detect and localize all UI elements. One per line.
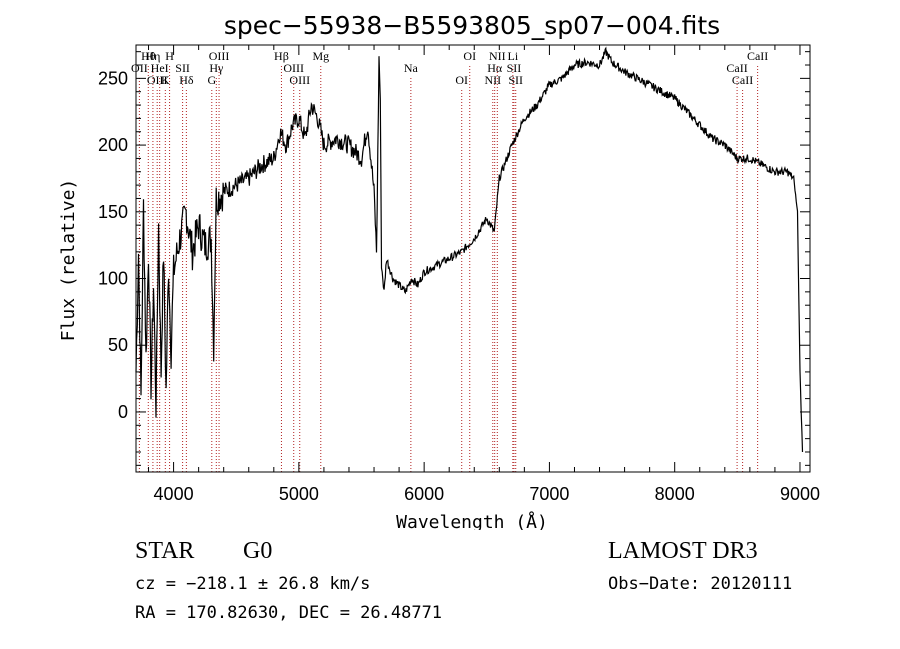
spectral-line-label: HeI [151,61,169,75]
spectral-line-label: NII [489,49,506,63]
spectral-line-label: CaII [732,73,753,87]
x-tick-label: 7000 [529,484,569,504]
plot-area: HθOIIOIIIHηHeIKHSIIHδOIIIHγGHβOIIIOIIIMg… [98,44,820,504]
spectral-line-label: Hα [487,61,503,75]
x-tick-label: 4000 [154,484,194,504]
line-markers: HθOIIOIIIHηHeIKHSIIHδOIIIHγGHβOIIIOIIIMg… [131,49,768,472]
x-tick-label: 9000 [780,484,820,504]
redshift-velocity: cz = −218.1 ± 26.8 km/s [135,574,371,594]
observation-date: Obs−Date: 20120111 [608,574,793,594]
survey-name: LAMOST DR3 [608,538,758,564]
spectral-line-label: Hδ [179,73,194,87]
x-tick-label: 5000 [279,484,319,504]
spectral-line-label: CaII [747,49,768,63]
x-axis-label: Wavelength (Å) [396,511,548,530]
y-tick-label: 50 [108,335,128,355]
spectral-line-label: OII [131,61,148,75]
spectral-line-label: G [207,73,216,87]
y-tick-label: 150 [98,202,128,222]
y-tick-label: 100 [98,269,128,289]
spectral-line-label: OIII [283,61,304,75]
object-subclass: G0 [243,538,273,564]
spectral-line-label: Hβ [274,49,289,63]
spectral-line-label: OI [463,49,476,63]
y-axis: 0 50 100 150 200 250 [98,51,810,466]
plot-frame [135,44,811,473]
spectral-line-label: Mg [312,49,329,63]
y-tick-label: 250 [98,68,128,88]
spectral-line-label: SII [507,61,522,75]
y-tick-label: 200 [98,135,128,155]
spectral-line-label: Hη [145,49,160,63]
y-axis-label: Flux (relative) [58,179,79,342]
spectral-line-label: Hγ [209,61,224,75]
spectral-line-label: H [165,49,174,63]
chart-title: spec−55938−B5593805_sp07−004.fits [224,11,720,40]
x-axis: 4000 5000 6000 7000 8000 9000 [148,45,820,504]
spectral-line-label: OIII [289,73,310,87]
y-tick-label: 0 [118,402,128,422]
spectral-line-label: OIII [147,73,168,87]
spectral-line-label: NII [484,73,501,87]
spectral-line-label: Na [404,61,419,75]
spectral-line-label: SII [175,61,190,75]
spectral-line-label: SII [508,73,523,87]
spectrum-chart: spec−55938−B5593805_sp07−004.fits HθOIIO… [58,11,820,530]
object-class: STAR [135,538,195,564]
spectral-line-label: CaII [726,61,747,75]
spectral-line-label: OIII [209,49,230,63]
coordinates: RA = 170.82630, DEC = 26.48771 [135,603,443,623]
spectral-line-label: OI [455,73,468,87]
x-tick-label: 6000 [404,484,444,504]
spectral-line-label: Li [508,49,519,63]
spectral-line-label: Hθ [141,49,156,63]
spectrum-line [135,46,804,453]
x-tick-label: 8000 [655,484,695,504]
spectral-line-label: K [161,73,170,87]
